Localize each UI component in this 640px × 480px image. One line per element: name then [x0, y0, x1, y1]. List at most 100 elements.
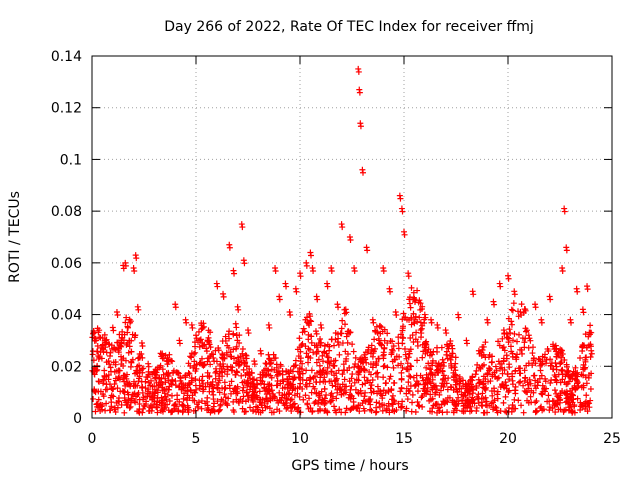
noise-point [224, 371, 231, 378]
noise-point [373, 359, 380, 366]
noise-point [562, 373, 569, 380]
noise-point [399, 403, 406, 410]
noise-point [319, 352, 326, 359]
noise-point [480, 395, 487, 402]
data-point [387, 288, 394, 295]
noise-point [207, 344, 214, 351]
noise-point [547, 380, 554, 387]
noise-point [202, 400, 209, 407]
noise-point [96, 354, 103, 361]
noise-point [113, 399, 120, 406]
noise-point [215, 408, 222, 415]
noise-point [237, 396, 244, 403]
noise-point [184, 382, 191, 389]
noise-point [232, 320, 239, 327]
noise-point [447, 337, 454, 344]
noise-point [492, 363, 499, 370]
noise-point [303, 367, 310, 374]
noise-point [423, 364, 430, 371]
noise-point [217, 401, 224, 408]
noise-point [361, 374, 368, 381]
noise-point [508, 321, 515, 328]
noise-point [545, 348, 552, 355]
noise-point [441, 380, 448, 387]
noise-point [506, 387, 513, 394]
noise-point [262, 360, 269, 367]
noise-point [97, 349, 104, 356]
noise-point [379, 328, 386, 335]
noise-point [582, 405, 589, 412]
noise-point [529, 344, 536, 351]
noise-point [577, 355, 584, 362]
noise-point [552, 376, 559, 383]
noise-point [338, 325, 345, 332]
noise-point [509, 307, 516, 314]
noise-point [213, 381, 220, 388]
noise-point [339, 381, 346, 388]
noise-point [143, 398, 150, 405]
noise-point [406, 350, 413, 357]
data-point [484, 319, 491, 326]
noise-point [436, 391, 443, 398]
data-point [276, 296, 283, 303]
noise-point [310, 349, 317, 356]
noise-point [126, 380, 133, 387]
data-point [251, 361, 258, 368]
noise-point [429, 395, 436, 402]
noise-point [349, 341, 356, 348]
noise-point [336, 406, 343, 413]
noise-point [256, 388, 263, 395]
noise-point [399, 334, 406, 341]
noise-point [321, 343, 328, 350]
noise-point [339, 371, 346, 378]
noise-point [331, 378, 338, 385]
noise-point [112, 408, 119, 415]
noise-point [567, 387, 574, 394]
noise-point [569, 392, 576, 399]
noise-point [563, 381, 570, 388]
noise-point [527, 393, 534, 400]
noise-point [311, 385, 318, 392]
noise-point [121, 409, 128, 416]
noise-point [315, 348, 322, 355]
noise-point [283, 391, 290, 398]
noise-point [219, 338, 226, 345]
noise-point [494, 391, 501, 398]
noise-point [414, 388, 421, 395]
noise-point [559, 388, 566, 395]
noise-point [270, 409, 277, 416]
noise-point [287, 367, 294, 374]
noise-point [165, 377, 172, 384]
data-point [245, 330, 252, 337]
noise-point [511, 330, 518, 337]
noise-point [196, 337, 203, 344]
noise-point [413, 378, 420, 385]
data-point [580, 309, 587, 316]
y-tick-label: 0.06 [51, 256, 82, 272]
noise-point [198, 397, 205, 404]
noise-point [422, 381, 429, 388]
noise-point [199, 388, 206, 395]
data-point [193, 335, 200, 342]
noise-point [427, 366, 434, 373]
noise-point [299, 360, 306, 367]
noise-point [583, 344, 590, 351]
noise-point [129, 356, 136, 363]
noise-point [587, 354, 594, 361]
noise-point [101, 372, 108, 379]
noise-point [317, 336, 324, 343]
noise-point [196, 360, 203, 367]
noise-point [340, 361, 347, 368]
noise-point [543, 385, 550, 392]
noise-point [425, 360, 432, 367]
noise-point [214, 398, 221, 405]
y-tick-label: 0 [73, 411, 82, 427]
noise-point [115, 347, 122, 354]
noise-point [242, 359, 249, 366]
noise-point [333, 370, 340, 377]
noise-point [499, 370, 506, 377]
noise-point [430, 402, 437, 409]
noise-point [450, 386, 457, 393]
noise-point [103, 381, 110, 388]
